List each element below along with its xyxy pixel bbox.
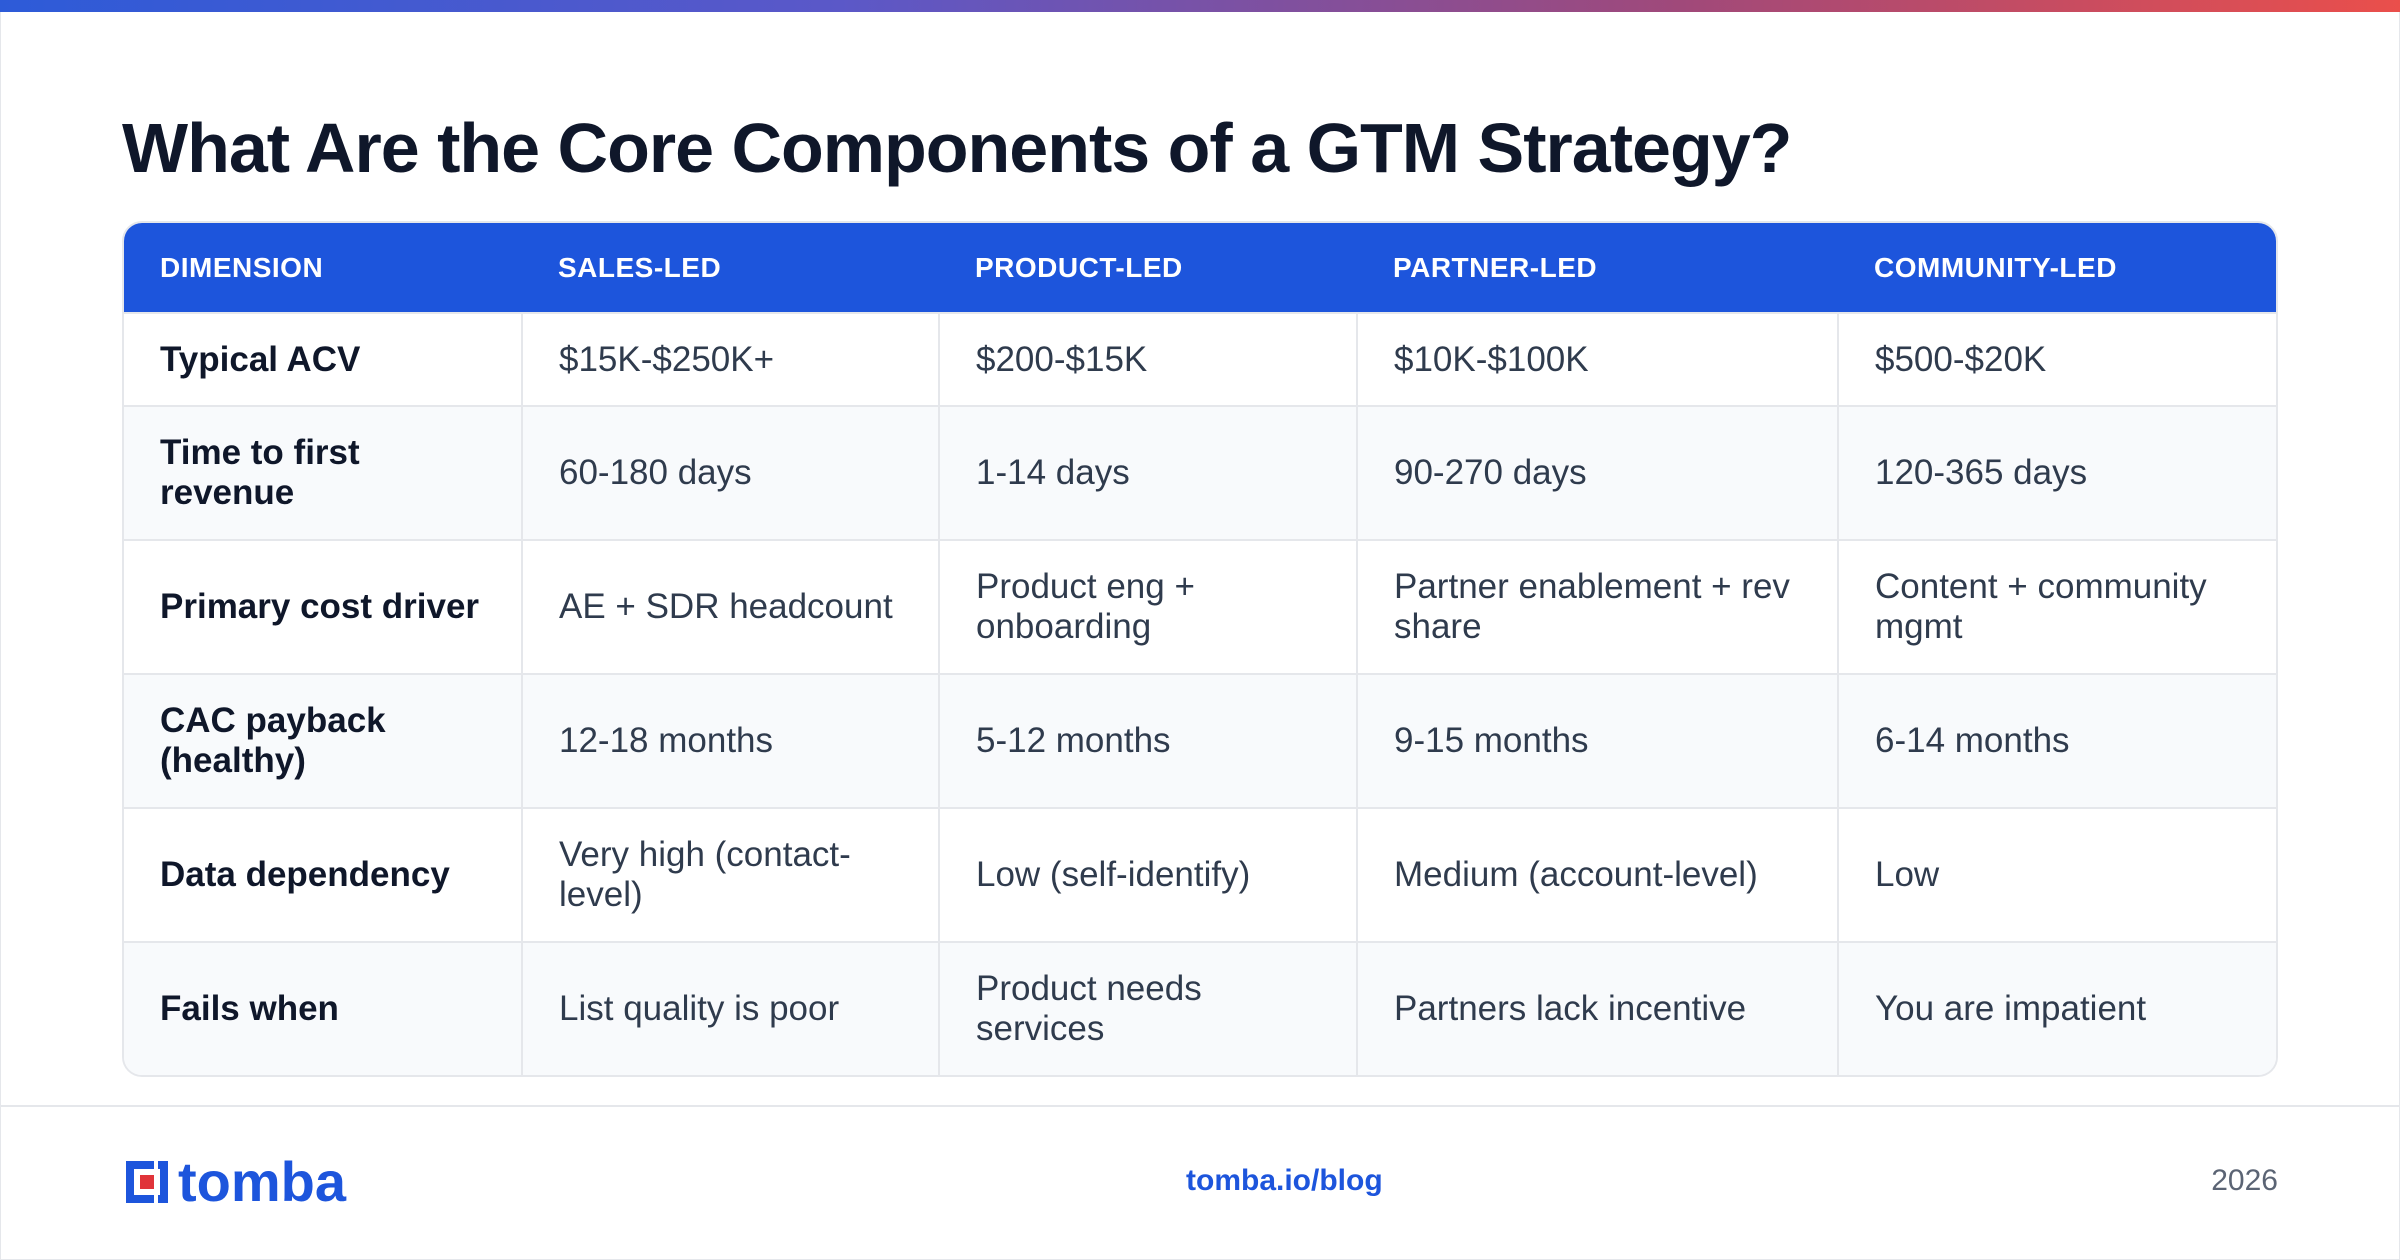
row-label: Fails when [160, 989, 339, 1028]
header-community-led: COMMUNITY-LED [1874, 251, 2117, 283]
header-product-led: PRODUCT-LED [975, 251, 1183, 283]
table-cell: Content + community mgmt [1837, 540, 2276, 674]
table-cell: 12-18 months [521, 674, 939, 808]
row-label: Data dependency [160, 855, 450, 894]
blog-link[interactable]: tomba.io/blog [1186, 1164, 1383, 1197]
table-cell: Very high (contact-level) [521, 808, 939, 942]
table-cell: Partners lack incentive [1356, 942, 1838, 1075]
top-gradient-bar [0, 0, 2400, 12]
table-cell: 120-365 days [1837, 406, 2276, 540]
table-cell: 9-15 months [1356, 674, 1838, 808]
table-cell: Product eng + onboarding [938, 540, 1357, 674]
table-cell: $200-$15K [938, 313, 1357, 406]
table-cell: $10K-$100K [1356, 313, 1838, 406]
table-cell: Partner enablement + rev share [1356, 540, 1838, 674]
row-label: CAC payback (healthy) [160, 701, 386, 780]
table-cell: 1-14 days [938, 406, 1357, 540]
header-sales-led: SALES-LED [558, 251, 722, 283]
table-cell: $15K-$250K+ [521, 313, 939, 406]
tomba-logo-icon [122, 1157, 172, 1207]
table-cell: 60-180 days [521, 406, 939, 540]
table-cell: AE + SDR headcount [521, 540, 939, 674]
table-row: Fails when List quality is poor Product … [124, 942, 2276, 1075]
table-cell: You are impatient [1837, 942, 2276, 1075]
table-header-row: DIMENSION SALES-LED PRODUCT-LED PARTNER-… [124, 223, 2276, 313]
comparison-table-container: DIMENSION SALES-LED PRODUCT-LED PARTNER-… [122, 221, 2278, 1077]
table-row: Typical ACV $15K-$250K+ $200-$15K $10K-$… [124, 313, 2276, 406]
table-row: Primary cost driver AE + SDR headcount P… [124, 540, 2276, 674]
header-partner-led: PARTNER-LED [1393, 251, 1598, 283]
table-row: CAC payback (healthy) 12-18 months 5-12 … [124, 674, 2276, 808]
table-cell: Medium (account-level) [1356, 808, 1838, 942]
logo-wordmark: tomba [178, 1150, 346, 1213]
footer-year: 2026 [2211, 1164, 2278, 1197]
table-cell: $500-$20K [1837, 313, 2276, 406]
table-row: Data dependency Very high (contact-level… [124, 808, 2276, 942]
row-label: Time to first revenue [160, 433, 360, 512]
table-cell: 6-14 months [1837, 674, 2276, 808]
tomba-logo[interactable]: tomba [122, 1154, 346, 1210]
row-label: Primary cost driver [160, 587, 480, 626]
table-cell: 90-270 days [1356, 406, 1838, 540]
table-cell: Product needs services [938, 942, 1357, 1075]
table-cell: List quality is poor [521, 942, 939, 1075]
comparison-table: DIMENSION SALES-LED PRODUCT-LED PARTNER-… [124, 223, 2276, 1075]
table-cell: Low [1837, 808, 2276, 942]
footer-divider [0, 1105, 2400, 1107]
page-title: What Are the Core Components of a GTM St… [122, 109, 1792, 187]
table-row: Time to first revenue 60-180 days 1-14 d… [124, 406, 2276, 540]
row-label: Typical ACV [160, 339, 361, 379]
table-cell: Low (self-identify) [938, 808, 1357, 942]
table-cell: 5-12 months [938, 674, 1357, 808]
header-dimension: DIMENSION [160, 251, 324, 283]
